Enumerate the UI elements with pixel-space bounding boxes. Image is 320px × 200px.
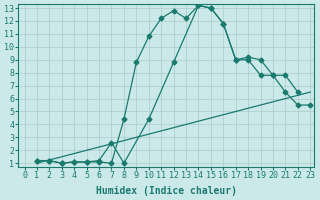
- X-axis label: Humidex (Indice chaleur): Humidex (Indice chaleur): [96, 186, 237, 196]
